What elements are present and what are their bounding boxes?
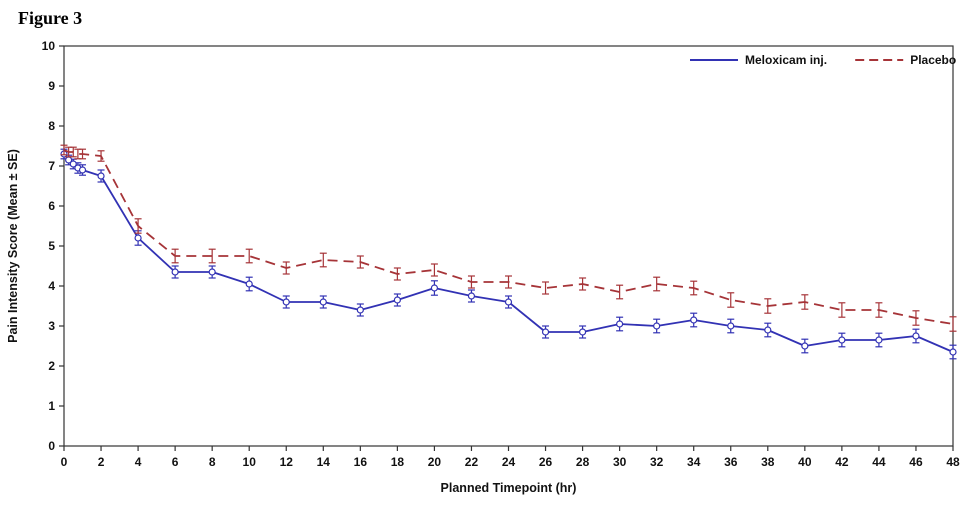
svg-text:32: 32 [650,455,664,469]
svg-text:10: 10 [243,455,257,469]
svg-text:1: 1 [48,399,55,413]
svg-text:46: 46 [909,455,923,469]
line-chart: 0 2 4 6 8 10 12 14 16 18 20 22 24 26 28 30 32 34 36 38 40 42 4… [6,39,960,495]
x-axis: 0 2 4 6 8 10 12 14 16 18 20 22 24 26 28 30 32 34 36 38 40 42 4… [61,446,960,469]
series-placebo [60,144,957,332]
svg-text:16: 16 [354,455,368,469]
figure-title: Figure 3 [18,8,83,28]
svg-text:5: 5 [48,239,55,253]
svg-text:Meloxicam inj.: Meloxicam inj. [745,53,827,67]
svg-text:24: 24 [502,455,516,469]
svg-text:26: 26 [539,455,553,469]
svg-text:10: 10 [42,39,56,53]
svg-text:8: 8 [48,119,55,133]
legend: Meloxicam inj. Placebo [690,53,956,67]
svg-text:4: 4 [135,455,142,469]
svg-text:18: 18 [391,455,405,469]
svg-text:30: 30 [613,455,627,469]
svg-text:22: 22 [465,455,479,469]
y-axis-title: Pain Intensity Score (Mean ± SE) [6,149,20,343]
svg-text:44: 44 [872,455,886,469]
svg-text:9: 9 [48,79,55,93]
svg-text:0: 0 [48,439,55,453]
x-axis-title: Planned Timepoint (hr) [441,481,577,495]
svg-text:14: 14 [317,455,331,469]
plot-border [63,45,954,447]
svg-text:28: 28 [576,455,590,469]
svg-text:6: 6 [48,199,55,213]
y-axis: 0 1 2 3 4 5 6 7 8 9 10 [42,39,64,453]
svg-text:34: 34 [687,455,701,469]
chart-container: 0 2 4 6 8 10 12 14 16 18 20 22 24 26 28 30 32 34 36 38 40 42 4… [0,38,965,510]
svg-text:6: 6 [172,455,179,469]
series-meloxicam-inj [60,148,957,360]
svg-text:40: 40 [798,455,812,469]
svg-text:4: 4 [48,279,55,293]
svg-text:2: 2 [48,359,55,373]
svg-text:0: 0 [61,455,68,469]
svg-text:7: 7 [48,159,55,173]
svg-text:12: 12 [280,455,294,469]
svg-text:2: 2 [98,455,105,469]
svg-text:48: 48 [946,455,960,469]
svg-text:38: 38 [761,455,775,469]
svg-text:42: 42 [835,455,849,469]
svg-text:8: 8 [209,455,216,469]
svg-text:36: 36 [724,455,738,469]
svg-text:20: 20 [428,455,442,469]
svg-text:Placebo: Placebo [910,53,956,67]
svg-text:3: 3 [48,319,55,333]
